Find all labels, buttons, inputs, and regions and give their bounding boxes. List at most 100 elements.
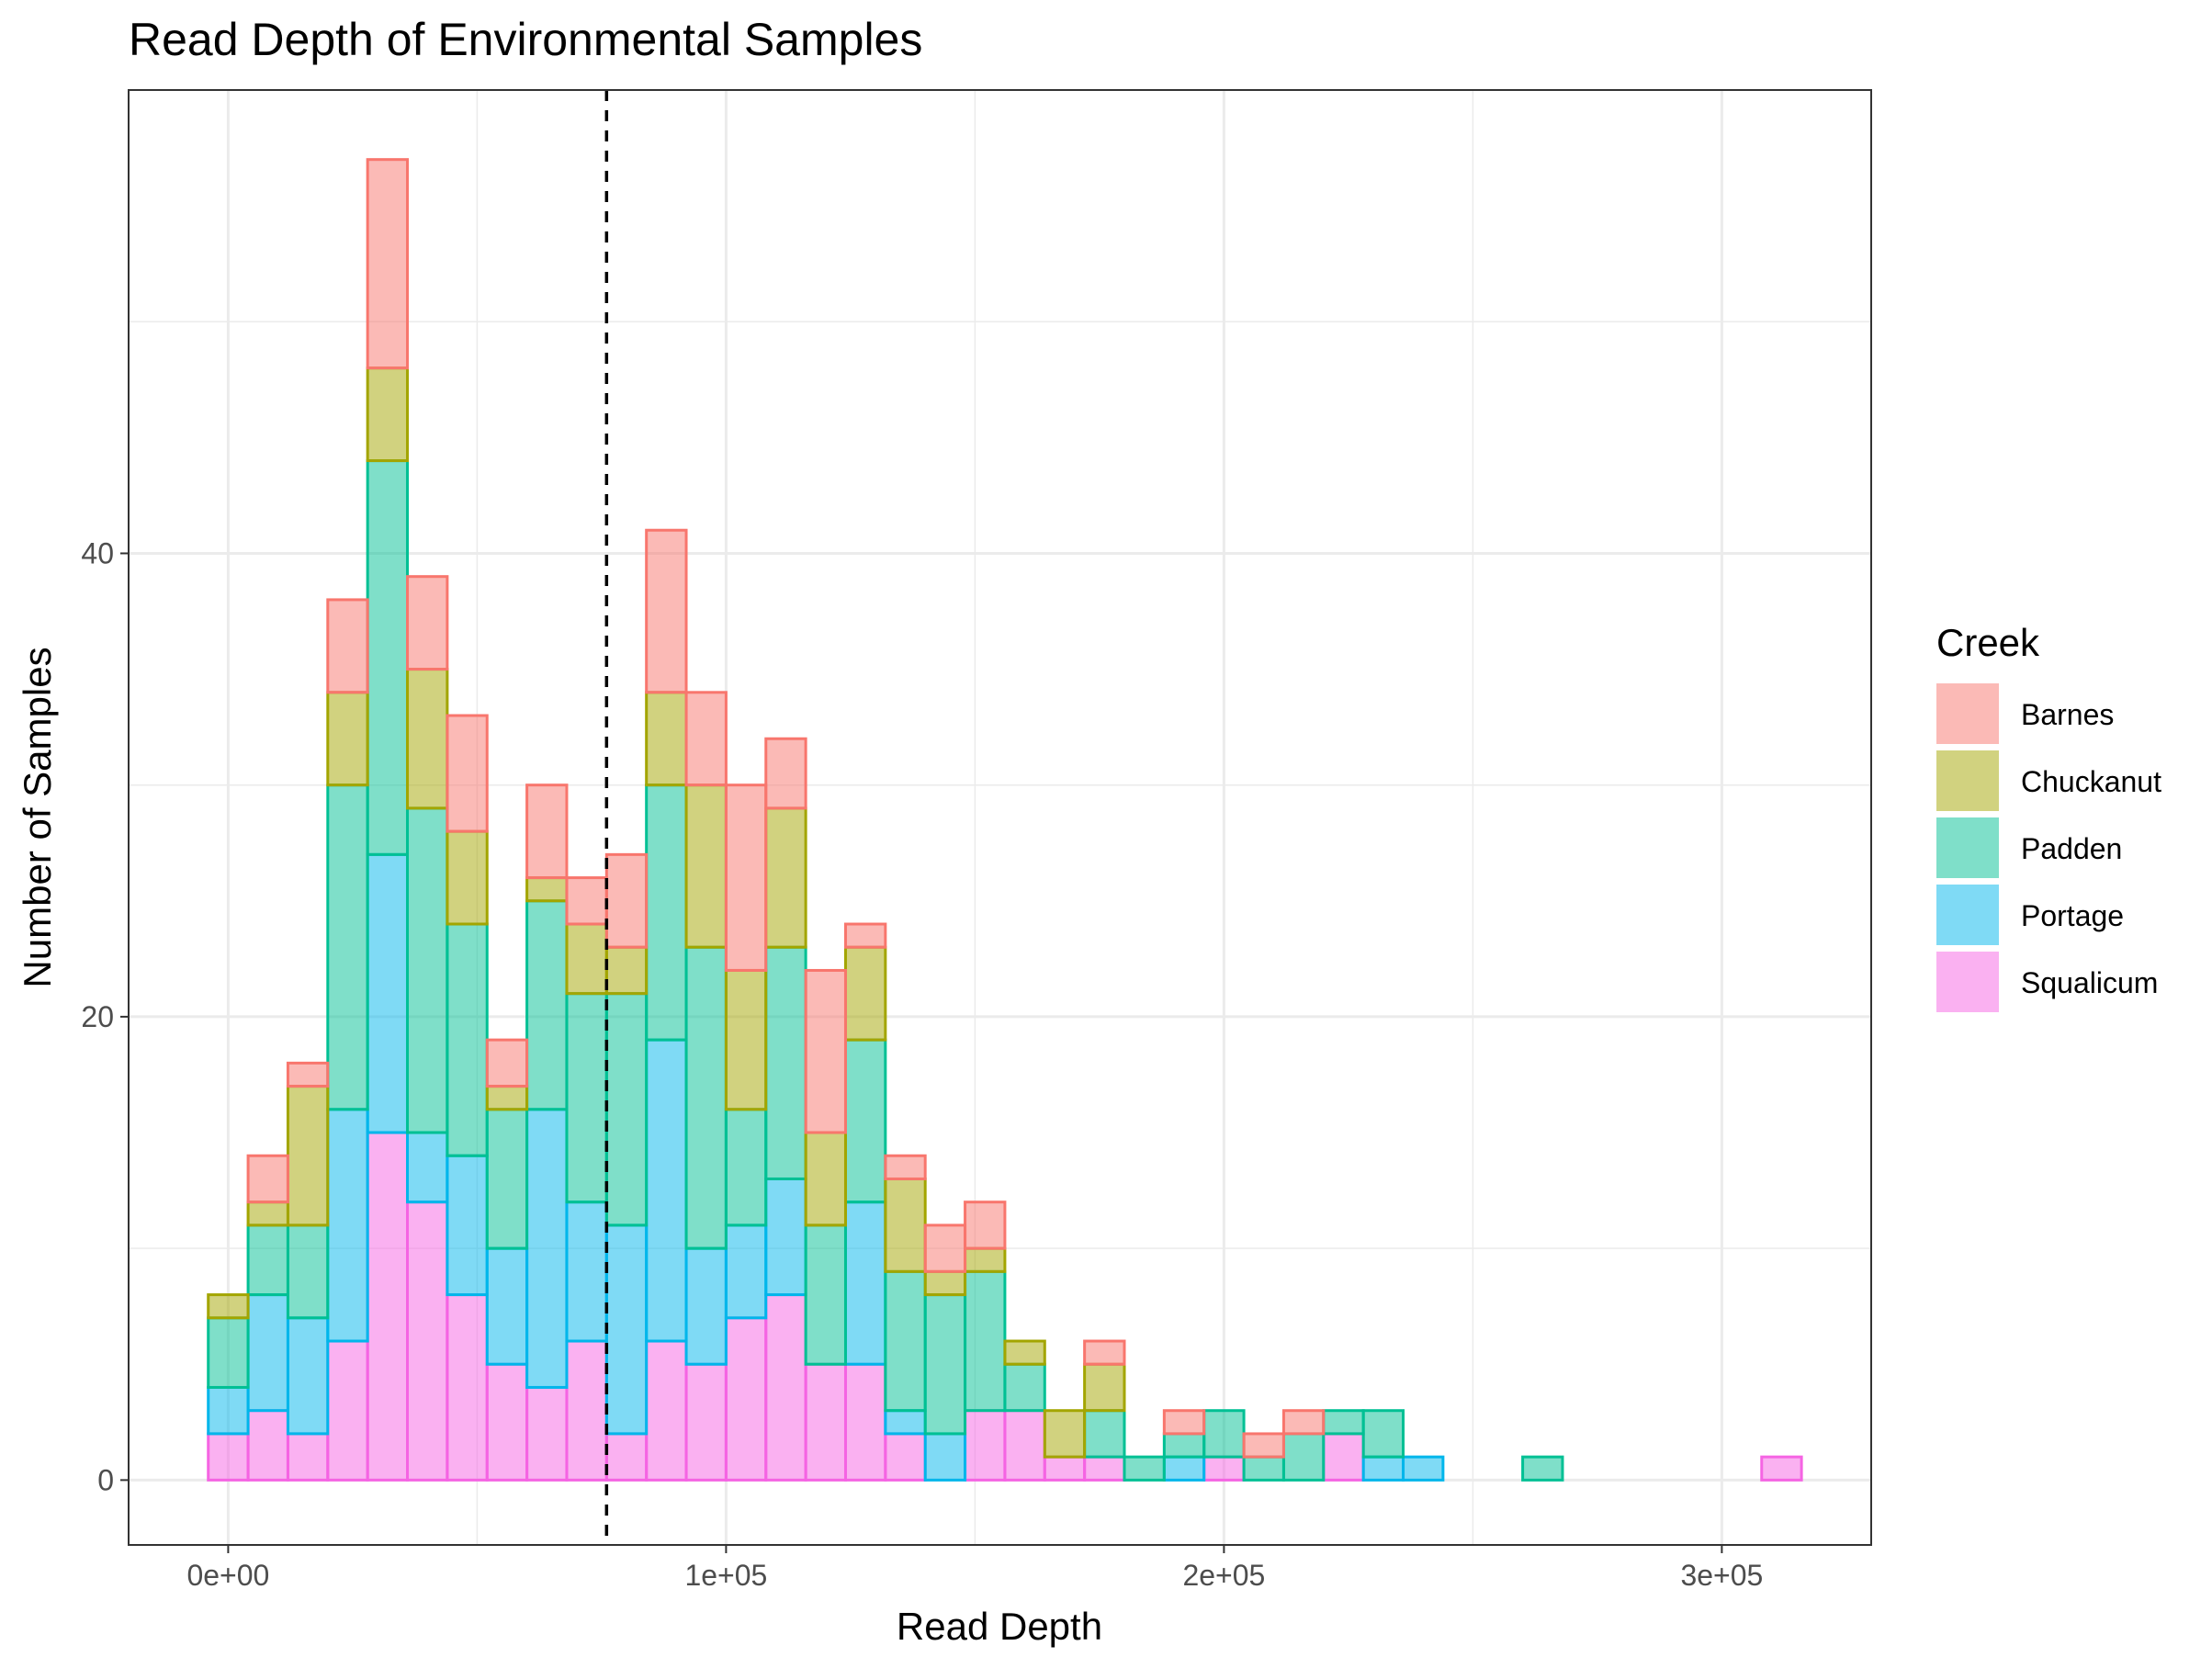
bar-portage xyxy=(884,1409,927,1436)
bar-barnes xyxy=(724,783,768,972)
bar-portage xyxy=(565,1200,608,1343)
legend: Creek Barnes Chuckanut Padden Portage Squali… xyxy=(1936,621,2161,1012)
legend-key-portage xyxy=(1936,885,1999,945)
bar-chuckanut xyxy=(923,1269,967,1297)
bar-padden xyxy=(684,945,728,1250)
x-tick-label: 2e+05 xyxy=(1182,1559,1265,1592)
bar-padden xyxy=(843,1038,887,1204)
plot-panel-border xyxy=(128,89,1872,1546)
bar-chuckanut xyxy=(604,945,649,996)
bar-chuckanut xyxy=(525,876,569,903)
bar-padden xyxy=(1083,1409,1126,1459)
bar-portage xyxy=(604,1223,649,1436)
bar-padden xyxy=(246,1223,289,1297)
bar-chuckanut xyxy=(246,1200,289,1227)
bar-portage xyxy=(923,1432,967,1482)
bar-squalicum xyxy=(1043,1455,1087,1482)
legend-key-barnes xyxy=(1936,683,1999,744)
bar-padden xyxy=(1162,1432,1206,1459)
bar-barnes xyxy=(366,158,410,370)
bar-padden xyxy=(1361,1409,1405,1459)
bar-padden xyxy=(1242,1455,1285,1482)
bar-padden xyxy=(923,1293,967,1436)
bar-chuckanut xyxy=(207,1293,250,1320)
bar-barnes xyxy=(485,1038,529,1088)
legend-title: Creek xyxy=(1936,621,2040,664)
bar-squalicum xyxy=(684,1362,728,1482)
bar-portage xyxy=(1162,1455,1206,1482)
bar-barnes xyxy=(406,575,449,671)
bar-barnes xyxy=(525,783,569,880)
bar-squalicum xyxy=(207,1432,250,1482)
bar-barnes xyxy=(804,968,847,1134)
bar-padden xyxy=(207,1316,250,1389)
bar-squalicum xyxy=(964,1409,1007,1482)
bar-chuckanut xyxy=(724,968,768,1111)
bar-barnes xyxy=(964,1200,1007,1250)
chart-title: Read Depth of Environmental Samples xyxy=(129,14,922,65)
bar-padden xyxy=(286,1223,330,1320)
y-axis-title: Number of Samples xyxy=(16,647,59,987)
bar-padden xyxy=(366,459,410,856)
bar-barnes xyxy=(565,876,608,926)
bar-barnes xyxy=(246,1154,289,1204)
bar-barnes xyxy=(884,1154,927,1180)
bar-squalicum xyxy=(1003,1409,1046,1482)
bar-chuckanut xyxy=(565,922,608,996)
x-tick-label: 3e+05 xyxy=(1680,1559,1763,1592)
bar-chuckanut xyxy=(1083,1362,1126,1413)
bar-barnes xyxy=(1281,1409,1326,1436)
bar-portage xyxy=(843,1200,887,1366)
bar-padden xyxy=(964,1269,1007,1413)
bar-padden xyxy=(446,922,489,1157)
x-tick-label: 1e+05 xyxy=(684,1559,767,1592)
bar-portage xyxy=(286,1316,330,1436)
bar-squalicum xyxy=(1322,1432,1365,1482)
bar-chuckanut xyxy=(843,945,887,1042)
bar-portage xyxy=(207,1385,250,1436)
bar-portage xyxy=(764,1177,807,1297)
bar-portage xyxy=(366,852,410,1134)
bar-padden xyxy=(565,992,608,1204)
bar-padden xyxy=(1281,1432,1326,1482)
bar-chuckanut xyxy=(406,668,449,810)
bar-barnes xyxy=(923,1223,967,1273)
bar-squalicum xyxy=(604,1432,649,1482)
bar-squalicum xyxy=(645,1339,688,1482)
bar-portage xyxy=(1361,1455,1405,1482)
x-axis-title: Read Depth xyxy=(897,1605,1102,1648)
legend-key-squalicum xyxy=(1936,952,1999,1012)
bar-portage xyxy=(684,1246,728,1366)
bar-squalicum xyxy=(724,1316,768,1482)
bar-chuckanut xyxy=(366,366,410,463)
bar-barnes xyxy=(645,528,688,694)
bar-portage xyxy=(645,1038,688,1343)
bar-barnes xyxy=(684,691,728,787)
legend-label-barnes: Barnes xyxy=(2021,698,2114,731)
bar-padden xyxy=(1003,1362,1046,1413)
bar-portage xyxy=(326,1108,369,1343)
bar-padden xyxy=(884,1269,927,1413)
bar-chuckanut xyxy=(884,1177,927,1273)
bar-squalicum xyxy=(366,1131,410,1482)
bar-padden xyxy=(1123,1455,1166,1482)
y-tick-label: 40 xyxy=(81,536,114,569)
bar-barnes xyxy=(286,1061,330,1088)
bar-barnes xyxy=(764,737,807,810)
bar-padden xyxy=(485,1108,529,1250)
bar-portage xyxy=(485,1246,529,1366)
bar-chuckanut xyxy=(804,1131,847,1227)
bar-chuckanut xyxy=(485,1085,529,1111)
bar-squalicum xyxy=(884,1432,927,1482)
bar-padden xyxy=(804,1223,847,1366)
bar-squalicum xyxy=(406,1200,449,1482)
bar-squalicum xyxy=(764,1293,807,1482)
bar-padden xyxy=(645,783,688,1042)
bar-barnes xyxy=(326,598,369,694)
bar-portage xyxy=(406,1131,449,1204)
legend-label-squalicum: Squalicum xyxy=(2021,966,2158,999)
bar-chuckanut xyxy=(1003,1339,1046,1366)
legend-label-padden: Padden xyxy=(2021,832,2122,865)
bar-portage xyxy=(246,1293,289,1413)
bar-squalicum xyxy=(1083,1455,1126,1482)
